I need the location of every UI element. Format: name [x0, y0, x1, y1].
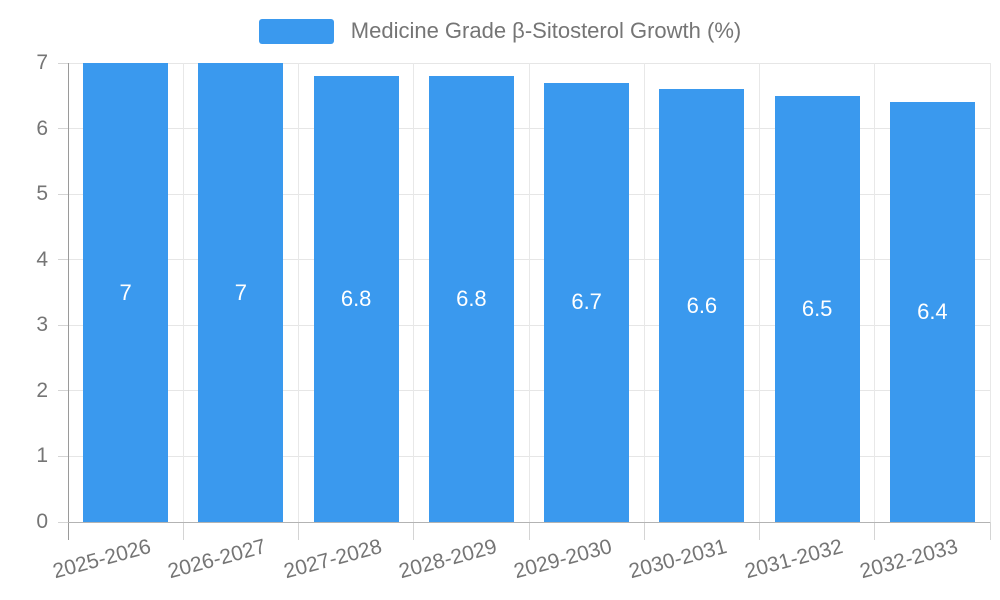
x-axis-label: 2032-2033	[857, 535, 961, 584]
x-axis-label: 2028-2029	[396, 535, 500, 584]
y-axis-tick	[58, 62, 68, 64]
v-gridline	[182, 63, 184, 522]
bar[interactable]	[774, 95, 860, 522]
v-gridline	[874, 63, 876, 522]
bar[interactable]	[544, 82, 630, 522]
bar-value-label: 7	[119, 279, 132, 305]
x-axis-label: 2027-2028	[281, 535, 385, 584]
y-axis-tick-label: 1	[36, 444, 48, 468]
x-axis-tick	[759, 522, 760, 540]
bar[interactable]	[313, 76, 399, 522]
bar[interactable]	[198, 63, 284, 522]
bar-value-label: 6.7	[571, 289, 602, 315]
y-axis-tick-label: 4	[36, 247, 48, 271]
y-axis-line	[67, 63, 69, 540]
y-axis-tick	[58, 455, 68, 457]
x-axis-label: 2025-2026	[50, 535, 154, 584]
bar[interactable]	[83, 63, 169, 522]
bar[interactable]	[889, 102, 975, 522]
y-axis-tick	[58, 390, 68, 392]
bar-value-label: 6.5	[801, 295, 833, 321]
x-axis-label: 2026-2027	[165, 535, 269, 584]
x-axis-label: 2031-2032	[742, 535, 846, 584]
x-axis-tick	[989, 522, 991, 540]
bar-value-label: 6.6	[686, 292, 718, 318]
y-axis-tick-label: 3	[36, 313, 48, 337]
x-axis-tick	[182, 522, 184, 540]
bar[interactable]	[428, 76, 514, 522]
y-axis-tick	[58, 259, 68, 261]
y-axis-tick-label: 5	[36, 182, 48, 206]
y-axis-tick	[58, 521, 68, 523]
v-gridline	[298, 63, 299, 522]
y-axis-tick-label: 6	[36, 116, 48, 140]
y-axis-tick-label: 7	[36, 51, 48, 74]
legend-swatch[interactable]	[258, 18, 334, 44]
x-axis-line	[68, 521, 990, 523]
y-axis-tick-label: 0	[36, 510, 48, 533]
y-axis-tick	[58, 128, 68, 130]
legend-label: Medicine Grade β-Sitosterol Growth (%)	[350, 18, 742, 43]
v-gridline	[989, 63, 991, 522]
x-axis-tick	[874, 522, 876, 540]
bar-value-label: 7	[234, 279, 247, 305]
x-axis-label: 2030-2031	[626, 535, 730, 584]
bar[interactable]	[659, 89, 745, 522]
y-axis-tick-label: 2	[36, 378, 48, 402]
legend[interactable]: Medicine Grade β-Sitosterol Growth (%)	[0, 18, 1000, 44]
x-axis-label: 2029-2030	[511, 535, 615, 584]
v-gridline	[759, 63, 760, 522]
x-axis-tick	[413, 522, 415, 540]
v-gridline	[413, 63, 415, 522]
v-gridline	[528, 63, 530, 522]
x-axis-tick	[298, 522, 299, 540]
y-axis-tick	[58, 324, 68, 326]
bar-value-label: 6.8	[340, 286, 372, 312]
bar-value-label: 6.8	[456, 286, 487, 312]
x-axis-tick	[528, 522, 530, 540]
y-axis-tick	[58, 193, 68, 195]
bar-value-label: 6.4	[917, 299, 948, 325]
x-axis-tick	[643, 522, 645, 540]
v-gridline	[643, 63, 645, 522]
